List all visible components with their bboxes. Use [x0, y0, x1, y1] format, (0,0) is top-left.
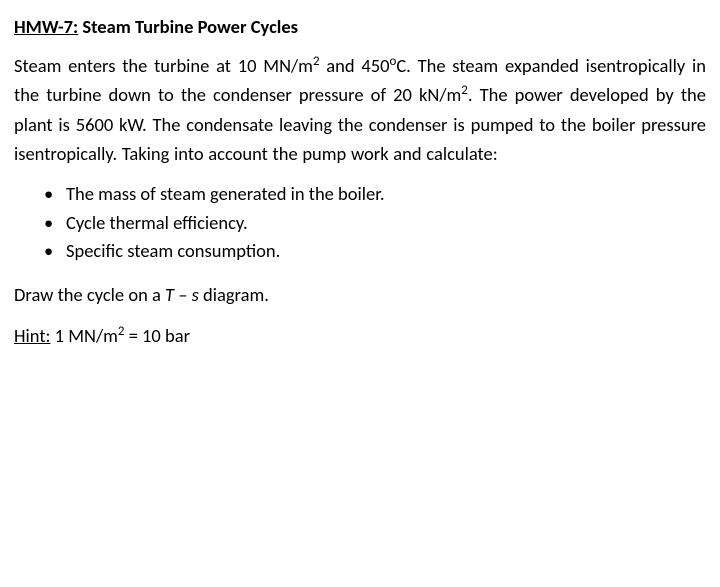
list-item-label: Specific steam consumption.: [66, 237, 280, 266]
heading-title: Steam Turbine Power Cycles: [82, 15, 298, 38]
assignment-heading: HMW-7: Steam Turbine Power Cycles: [14, 12, 706, 41]
heading-label: HMW-7:: [14, 15, 78, 38]
list-item: • Cycle thermal efficiency.: [44, 209, 706, 238]
var-s: s: [192, 283, 199, 306]
list-item-label: The mass of steam generated in the boile…: [66, 180, 384, 209]
problem-statement: Steam enters the turbine at 10 MN/m2 and…: [14, 51, 706, 168]
instruction-post: diagram.: [199, 283, 269, 306]
list-item: • Specific steam consumption.: [44, 237, 706, 266]
diagram-instruction: Draw the cycle on a T – s diagram.: [14, 280, 706, 309]
question-list: • The mass of steam generated in the boi…: [44, 180, 706, 266]
list-item-label: Cycle thermal efficiency.: [66, 209, 248, 238]
hint-pre: 1 MN/m: [50, 324, 117, 347]
list-item: • The mass of steam generated in the boi…: [44, 180, 706, 209]
hint-line: Hint: 1 MN/m2 = 10 bar: [14, 321, 706, 350]
bullet-icon: •: [44, 209, 66, 238]
bullet-icon: •: [44, 180, 66, 209]
hint-post: = 10 bar: [124, 324, 190, 347]
instruction-pre: Draw the cycle on a: [14, 283, 165, 306]
para-b: and 450: [320, 54, 390, 77]
bullet-icon: •: [44, 237, 66, 266]
para-a: Steam enters the turbine at 10 MN/m: [14, 54, 313, 77]
instruction-dash: –: [174, 283, 192, 306]
var-t: T: [165, 283, 174, 306]
hint-label: Hint:: [14, 324, 50, 347]
